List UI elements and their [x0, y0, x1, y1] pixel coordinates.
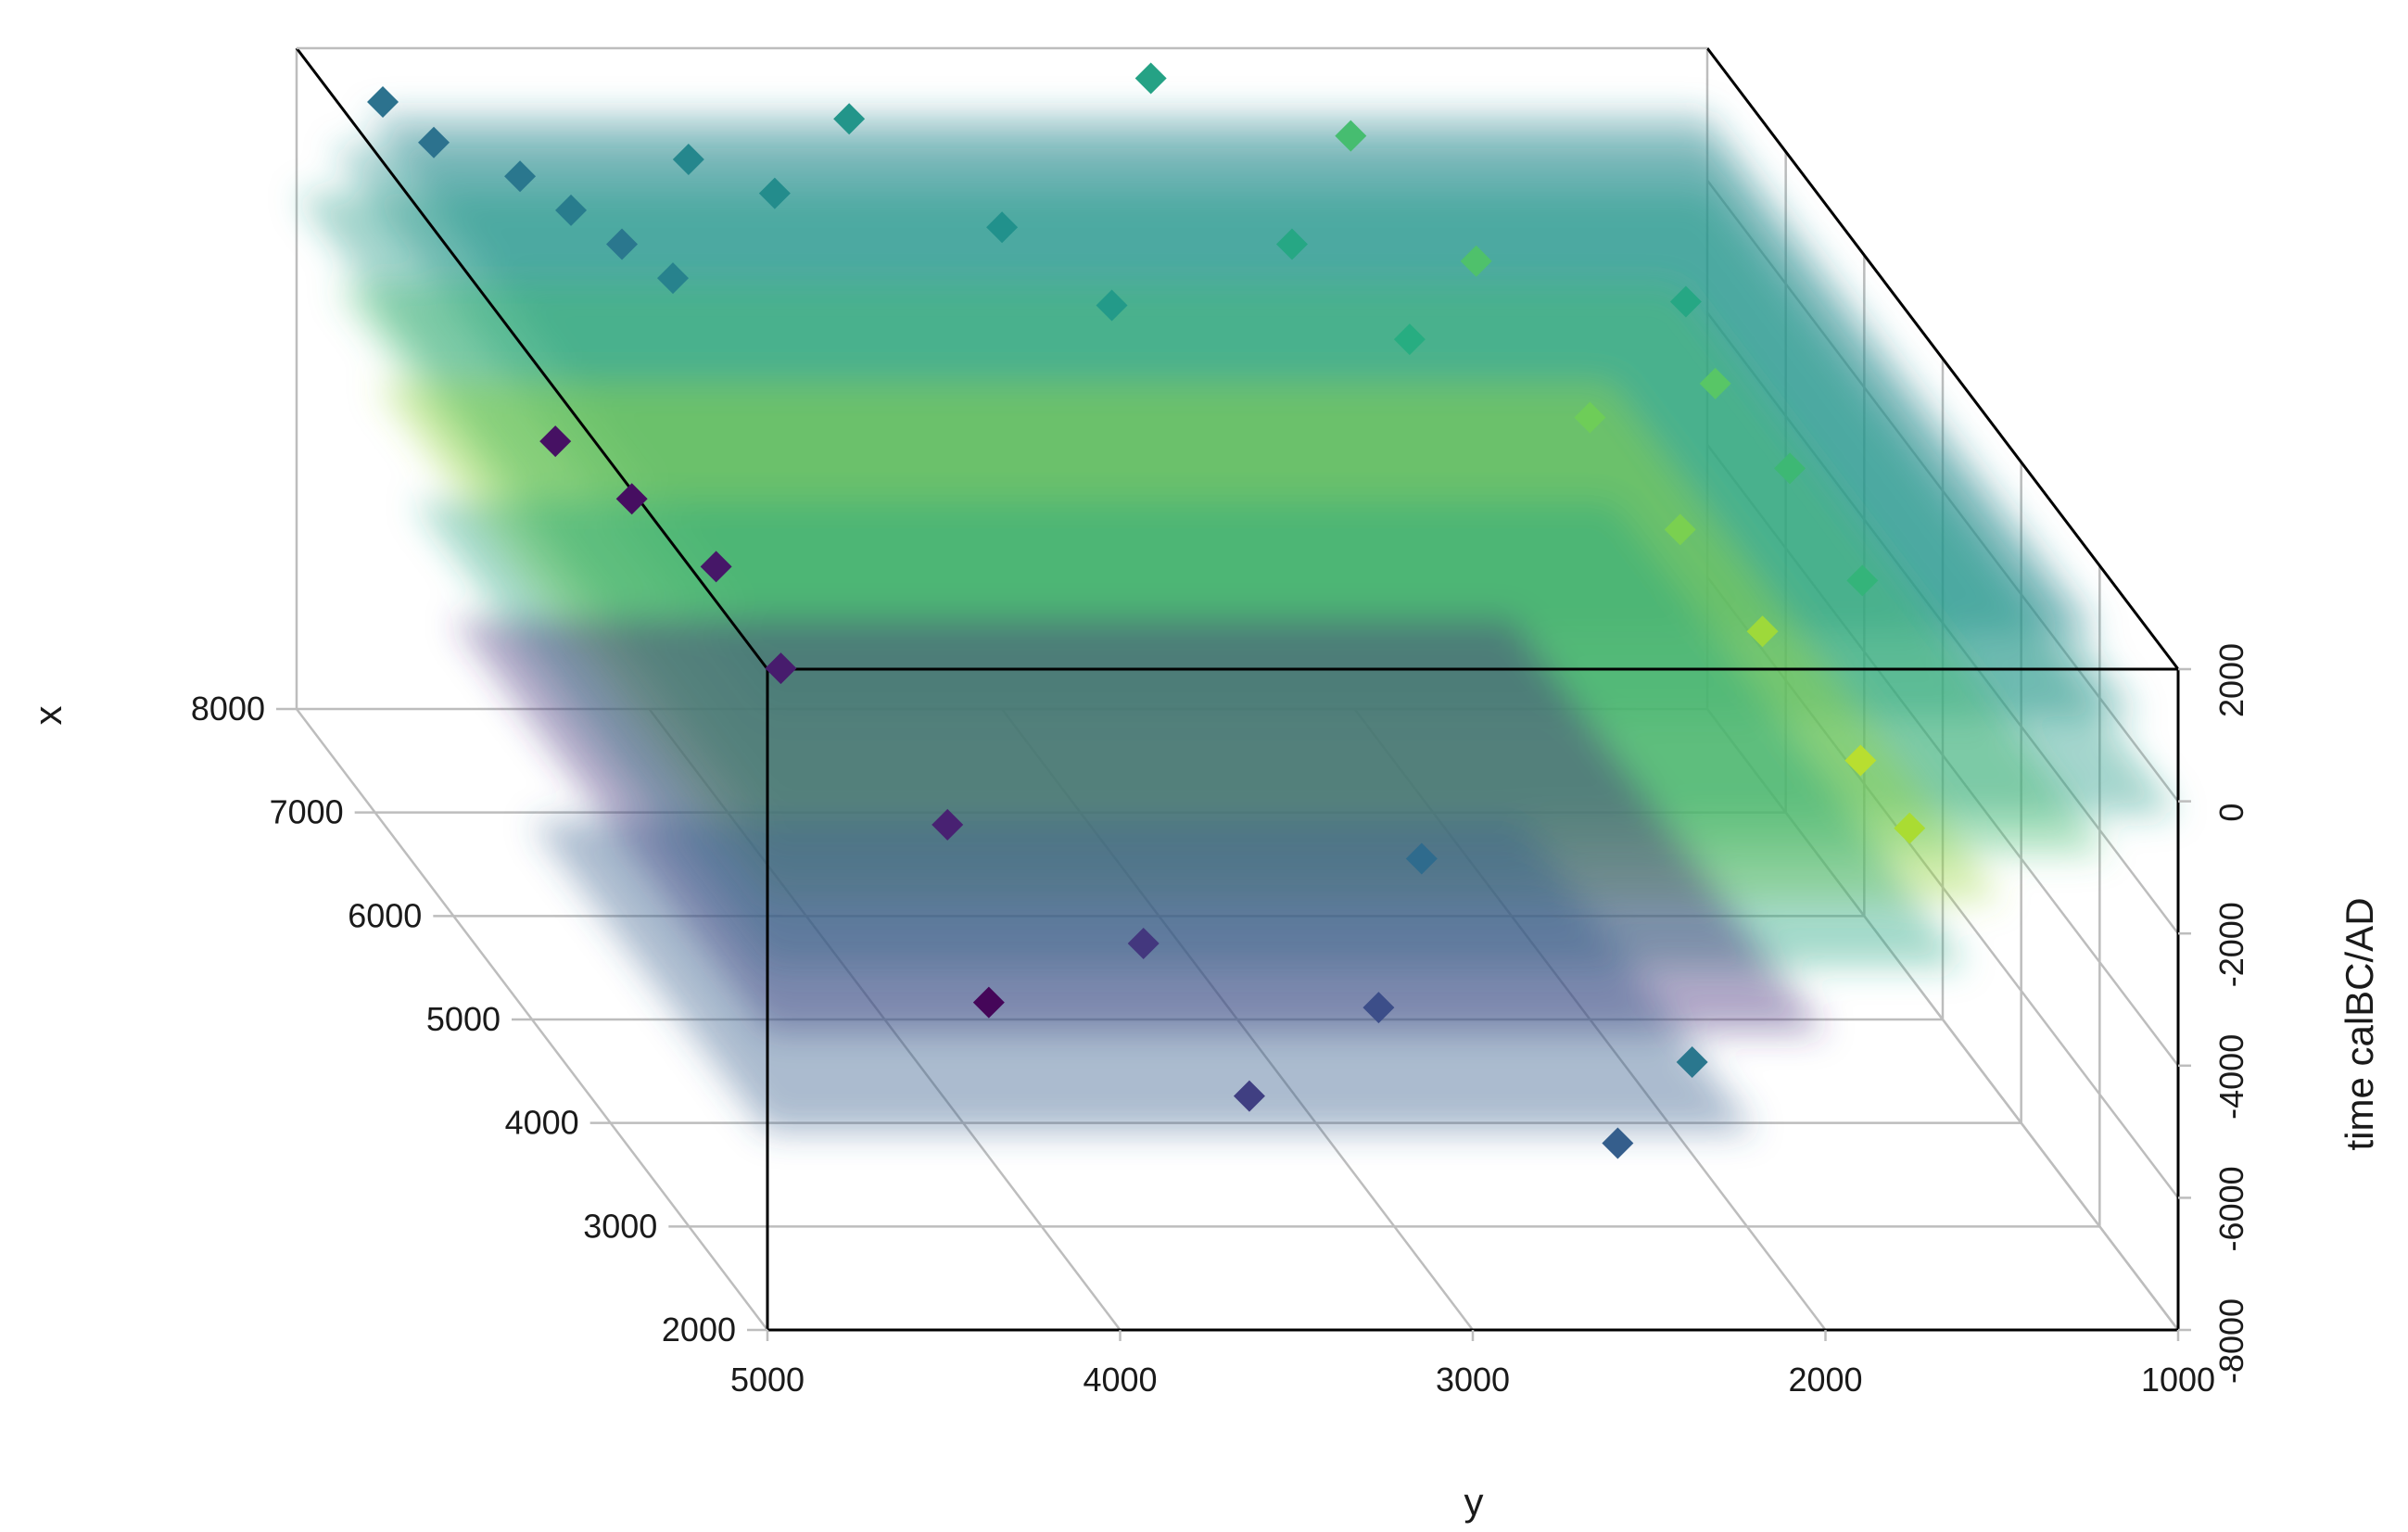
- z-tick-label: -8000: [2212, 1298, 2250, 1384]
- data-point: [1393, 323, 1426, 356]
- y-tick-label: 3000: [1436, 1361, 1510, 1399]
- x-tick-label: 8000: [191, 690, 265, 728]
- data-point: [1275, 228, 1308, 260]
- data-point: [672, 144, 704, 176]
- data-point: [1362, 992, 1395, 1024]
- z-tick-label: 2000: [2212, 643, 2250, 717]
- data-point: [1844, 744, 1877, 777]
- x-tick-label: 3000: [583, 1207, 657, 1245]
- data-point: [539, 425, 572, 458]
- data-point: [1894, 812, 1926, 844]
- x-tick-label: 4000: [505, 1104, 579, 1142]
- data-point: [1134, 62, 1167, 95]
- data-point: [1096, 289, 1128, 322]
- y-tick-label: 5000: [730, 1361, 805, 1399]
- y-tick-label: 4000: [1083, 1361, 1157, 1399]
- data-point: [932, 808, 964, 841]
- data-points: [367, 62, 1926, 1159]
- data-point: [606, 228, 639, 260]
- tick-labels: 5000 4000 3000 2000 1000 2000 3000 4000 5000 6000…: [191, 643, 2250, 1399]
- x-tick-label: 5000: [426, 1000, 501, 1038]
- data-point: [1335, 120, 1367, 152]
- y-tick-label: 2000: [1788, 1361, 1862, 1399]
- data-point: [1460, 245, 1492, 277]
- data-point: [1127, 927, 1160, 959]
- z-tick-label: -4000: [2212, 1034, 2250, 1120]
- y-axis-title: y: [1464, 1480, 1484, 1524]
- data-point: [1574, 401, 1606, 434]
- z-axis-title: time calBC/AD: [2338, 897, 2381, 1150]
- x-tick-label: 7000: [270, 793, 344, 831]
- data-point: [986, 211, 1019, 244]
- data-point: [657, 262, 689, 295]
- data-point: [1699, 367, 1731, 399]
- data-point: [1676, 1046, 1708, 1079]
- data-point: [615, 483, 648, 515]
- x-axis-title: x: [26, 706, 70, 726]
- data-point: [504, 160, 537, 193]
- cube-frame: [295, 46, 2180, 1332]
- data-point: [1664, 513, 1696, 546]
- data-point: [1774, 452, 1806, 485]
- data-point: [555, 194, 588, 226]
- z-tick-label: -2000: [2212, 902, 2250, 987]
- data-point: [1669, 285, 1702, 318]
- data-point: [367, 85, 399, 118]
- frame-top-right: [1705, 47, 2180, 670]
- data-point: [972, 986, 1005, 1019]
- data-point: [833, 103, 866, 135]
- data-point: [1602, 1127, 1634, 1159]
- data-point: [1746, 615, 1779, 648]
- data-point: [1846, 564, 1879, 597]
- frame-top-left: [295, 47, 769, 670]
- data-point: [758, 177, 791, 209]
- data-point: [418, 126, 450, 158]
- density-slab: [532, 821, 1755, 1133]
- data-point: [1233, 1080, 1265, 1112]
- density-cloud: [297, 114, 2178, 1133]
- data-point: [765, 652, 797, 685]
- x-tick-label: 6000: [348, 896, 422, 934]
- y-tick-label: 1000: [2141, 1361, 2215, 1399]
- z-tick-label: 0: [2212, 804, 2250, 822]
- data-point: [700, 551, 732, 583]
- z-tick-label: -6000: [2212, 1166, 2250, 1251]
- data-point: [1405, 842, 1438, 875]
- x-tick-label: 2000: [662, 1310, 736, 1348]
